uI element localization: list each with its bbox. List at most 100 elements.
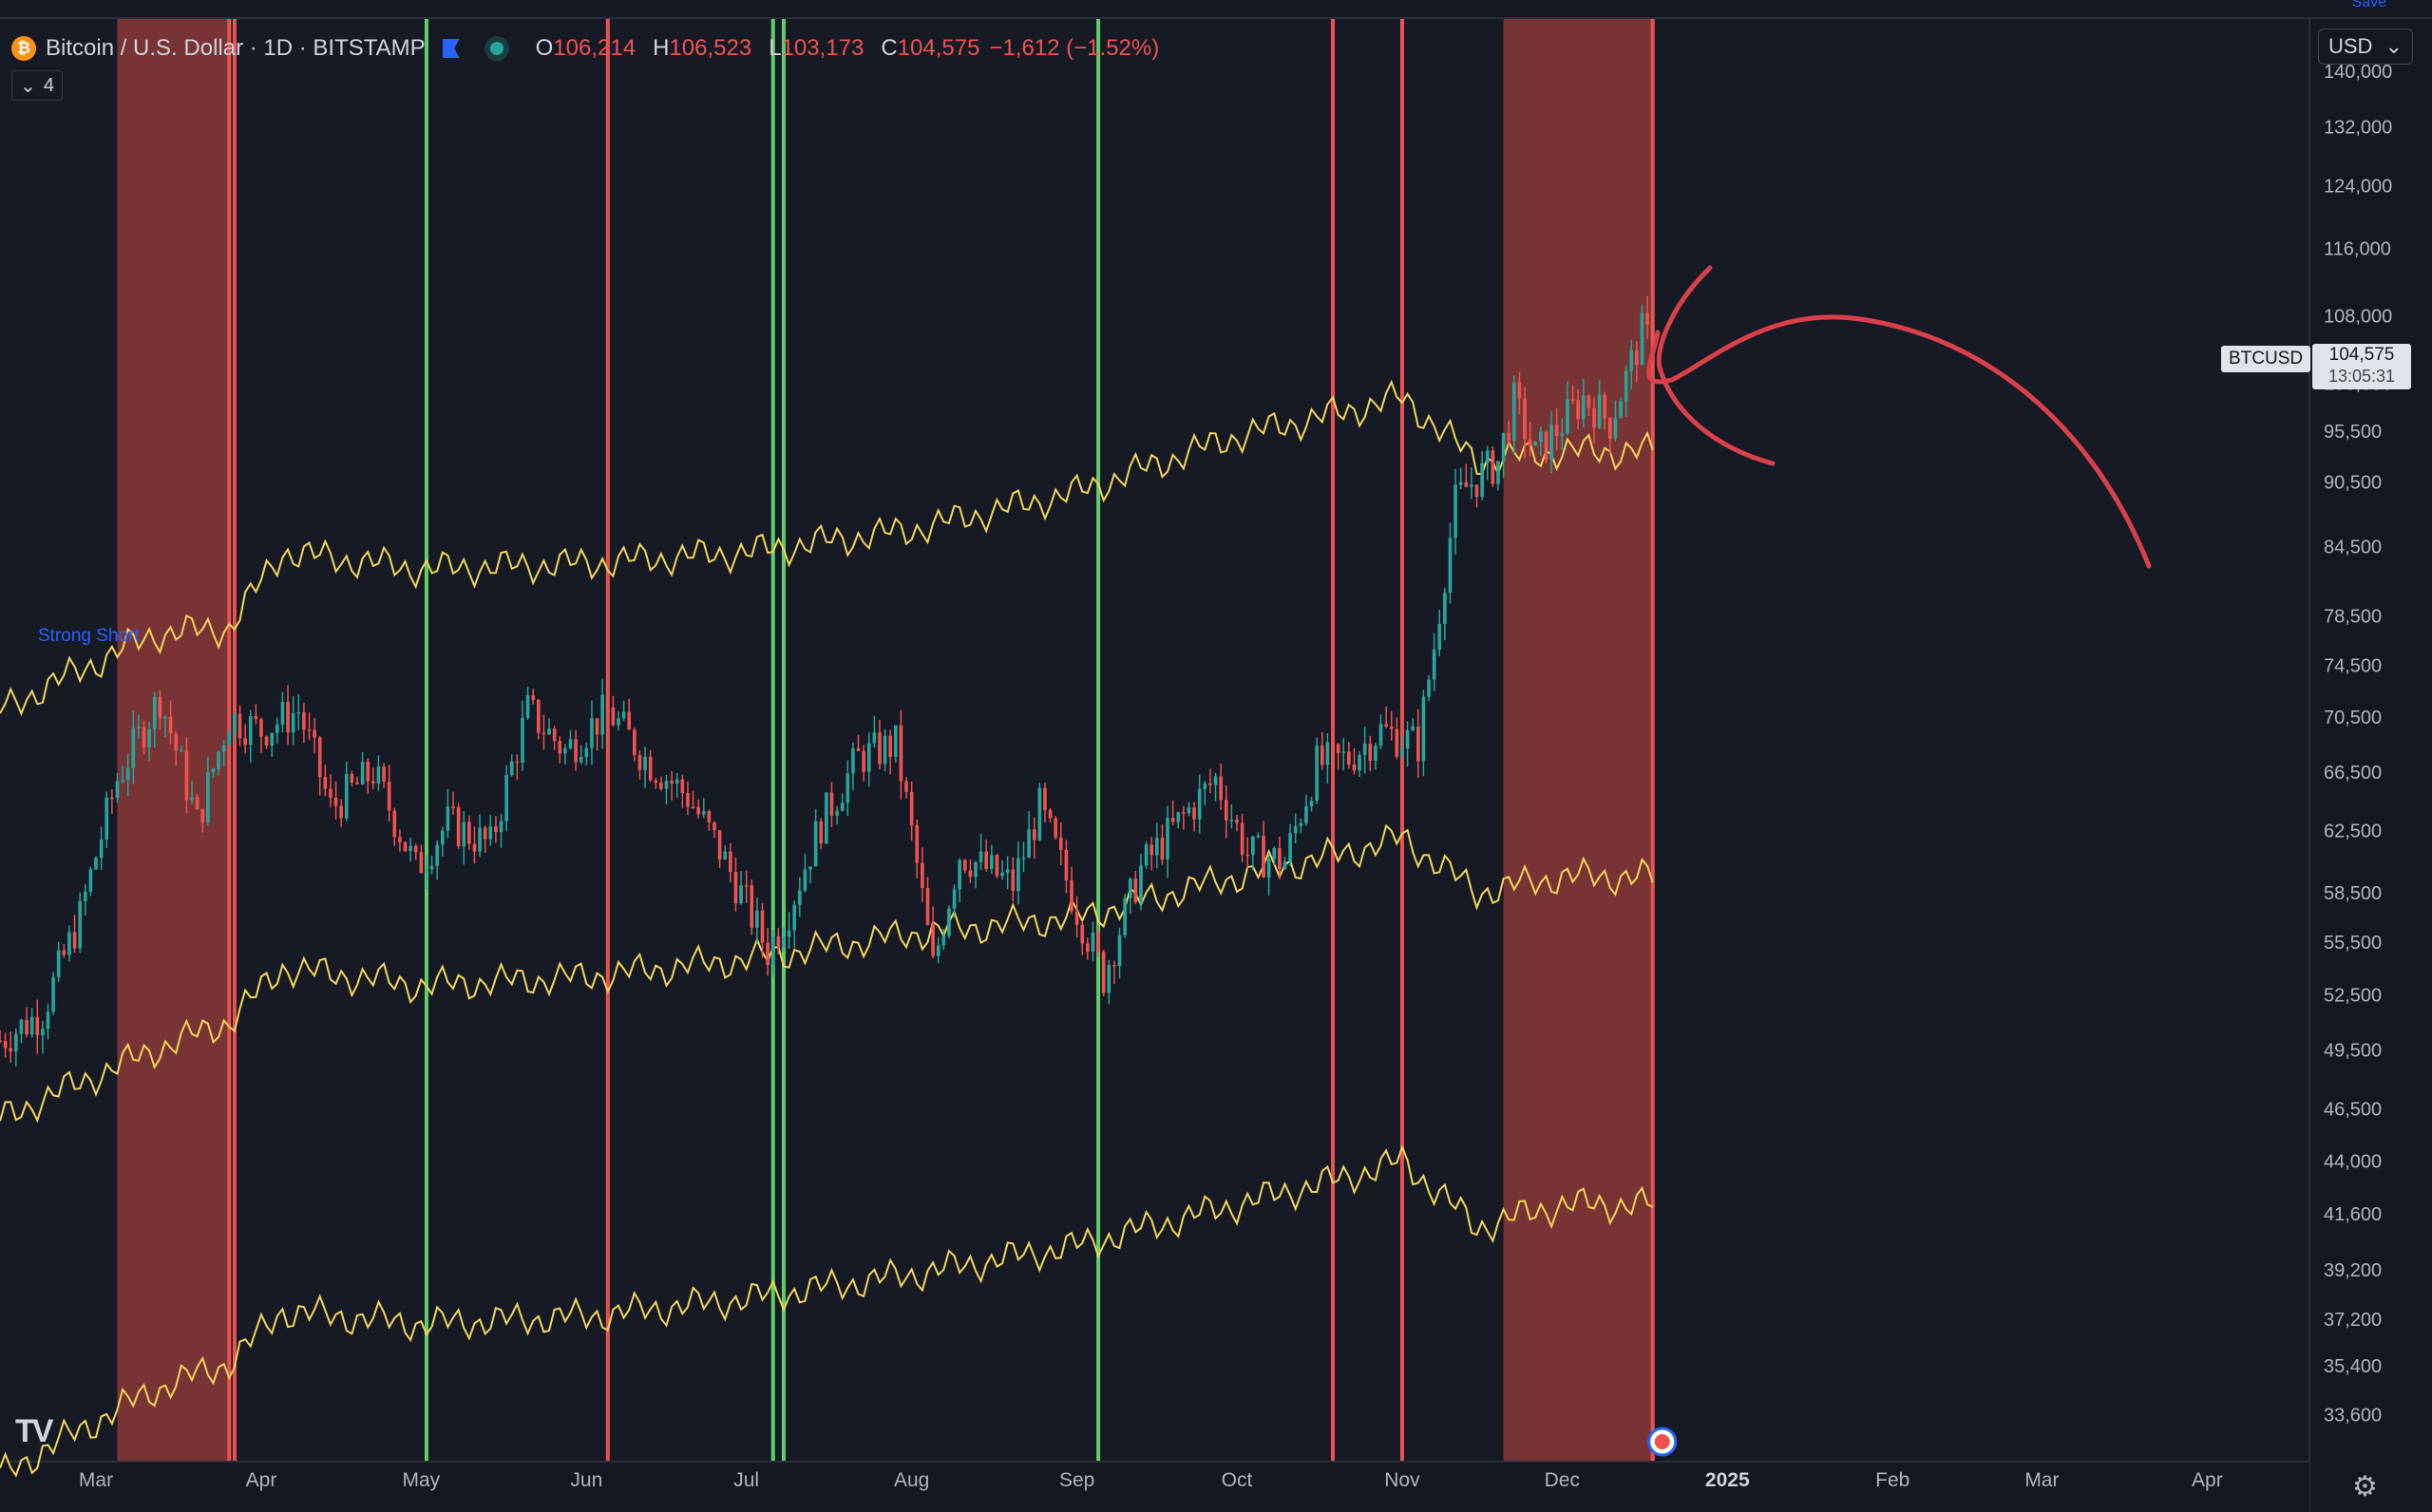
candle-body (1272, 847, 1277, 860)
candle-body (270, 732, 275, 746)
candle-body (1480, 463, 1484, 498)
candle-body (1309, 801, 1314, 807)
candle-body (3, 1041, 8, 1049)
indicators-collapse-button[interactable]: ⌄ 4 (11, 70, 63, 101)
candle-body (792, 904, 797, 931)
candle-body (808, 866, 812, 870)
candle-body (1389, 726, 1394, 729)
candle-body (691, 806, 695, 809)
candle-body (1421, 696, 1426, 762)
x-tick-label: Nov (1384, 1469, 1420, 1491)
candle-body (72, 932, 77, 949)
y-tick-label: 37,200 (2324, 1310, 2382, 1331)
market-status-icon (489, 42, 504, 55)
sell-zone-0 (117, 19, 230, 1461)
candle-body (41, 1029, 45, 1036)
tradingview-logo[interactable]: TV (15, 1413, 53, 1449)
candle-body (78, 900, 83, 949)
candle-body (782, 936, 786, 948)
candle-body (419, 852, 424, 874)
candle-body (280, 702, 285, 725)
gear-icon[interactable]: ⚙ (2352, 1471, 2378, 1503)
candle-body (1250, 836, 1255, 855)
candle-body (574, 739, 578, 763)
candle-body (1182, 812, 1186, 814)
y-tick-label: 62,500 (2324, 821, 2382, 841)
candle-body (1608, 418, 1612, 439)
x-tick-label: Jul (733, 1469, 759, 1491)
candle-body (835, 810, 839, 816)
candle-body (659, 783, 663, 789)
candle-body (1160, 838, 1165, 860)
save-button[interactable]: Save (2351, 0, 2386, 10)
candle-body (408, 845, 412, 852)
currency-select[interactable]: USD ⌄ (2318, 28, 2413, 65)
candle-body (1288, 833, 1292, 862)
symbol-title[interactable]: Bitcoin / U.S. Dollar · 1D · BITSTAMP (46, 35, 426, 61)
candle-body (355, 782, 359, 784)
symbol-price-tag: BTCUSD (2221, 346, 2311, 372)
y-tick-label: 95,500 (2324, 422, 2382, 443)
candle-body (1336, 744, 1340, 753)
candle-body (1384, 724, 1388, 727)
candle-body (1491, 450, 1495, 484)
candle-body (1293, 825, 1298, 834)
candle-body (862, 750, 865, 772)
candle-body (1485, 450, 1490, 463)
candle-body (425, 869, 428, 874)
y-tick-label: 116,000 (2324, 238, 2391, 259)
candle-body (1341, 751, 1346, 753)
candle-body (163, 716, 167, 719)
close-label: C (881, 35, 898, 61)
candle-body (1320, 746, 1324, 765)
y-tick-label: 58,500 (2324, 883, 2382, 904)
candle-body (1096, 932, 1100, 953)
candle-body (1470, 484, 1473, 487)
y-tick-label: 35,400 (2324, 1356, 2382, 1377)
candle-body (968, 870, 973, 878)
candle-body (360, 762, 365, 784)
y-tick-label: 52,500 (2324, 985, 2382, 1006)
candle-body (264, 736, 269, 746)
candle-body (866, 743, 871, 772)
candle-body (1005, 869, 1010, 873)
candle-body (1011, 869, 1016, 892)
candle-body (115, 781, 120, 799)
candle-body (674, 779, 679, 784)
price-chart[interactable]: 140,000132,000124,000116,000108,000100,5… (0, 19, 2432, 1512)
candle-body (1262, 835, 1265, 878)
candle-body (1411, 726, 1416, 730)
candle-body (451, 806, 455, 808)
candle-body (1170, 818, 1175, 822)
candle-body (568, 739, 573, 748)
candle-body (472, 843, 477, 852)
y-tick-label: 44,000 (2324, 1151, 2382, 1172)
candle-body (1107, 965, 1112, 993)
x-tick-label: 2025 (1705, 1469, 1750, 1491)
candle-body (499, 821, 504, 833)
candle-body (1315, 746, 1319, 802)
candle-body (121, 780, 124, 782)
candle-body (1240, 822, 1244, 855)
candle-body (686, 793, 690, 807)
candle-body (9, 1048, 13, 1052)
candle-body (1219, 776, 1223, 801)
candle-body (494, 826, 498, 833)
candle-body (723, 851, 728, 860)
y-tick-label: 70,500 (2324, 708, 2382, 728)
candle-body (1352, 764, 1357, 771)
symbol-legend: ₿ Bitcoin / U.S. Dollar · 1D · BITSTAMP … (11, 30, 1159, 66)
candle-body (1282, 861, 1287, 869)
candle-body (915, 824, 920, 863)
candle-body (1245, 854, 1250, 857)
candle-body (1362, 743, 1367, 756)
candle-body (921, 862, 924, 888)
candle-body (19, 1019, 24, 1034)
flag-icon[interactable] (442, 39, 460, 58)
candle-body (1133, 879, 1138, 902)
candle-body (1027, 829, 1031, 859)
chevron-down-icon: ⌄ (2384, 34, 2403, 58)
y-tick-label: 108,000 (2324, 306, 2392, 327)
candle-body (952, 889, 957, 909)
strong-short-label: Strong Short (38, 626, 140, 646)
